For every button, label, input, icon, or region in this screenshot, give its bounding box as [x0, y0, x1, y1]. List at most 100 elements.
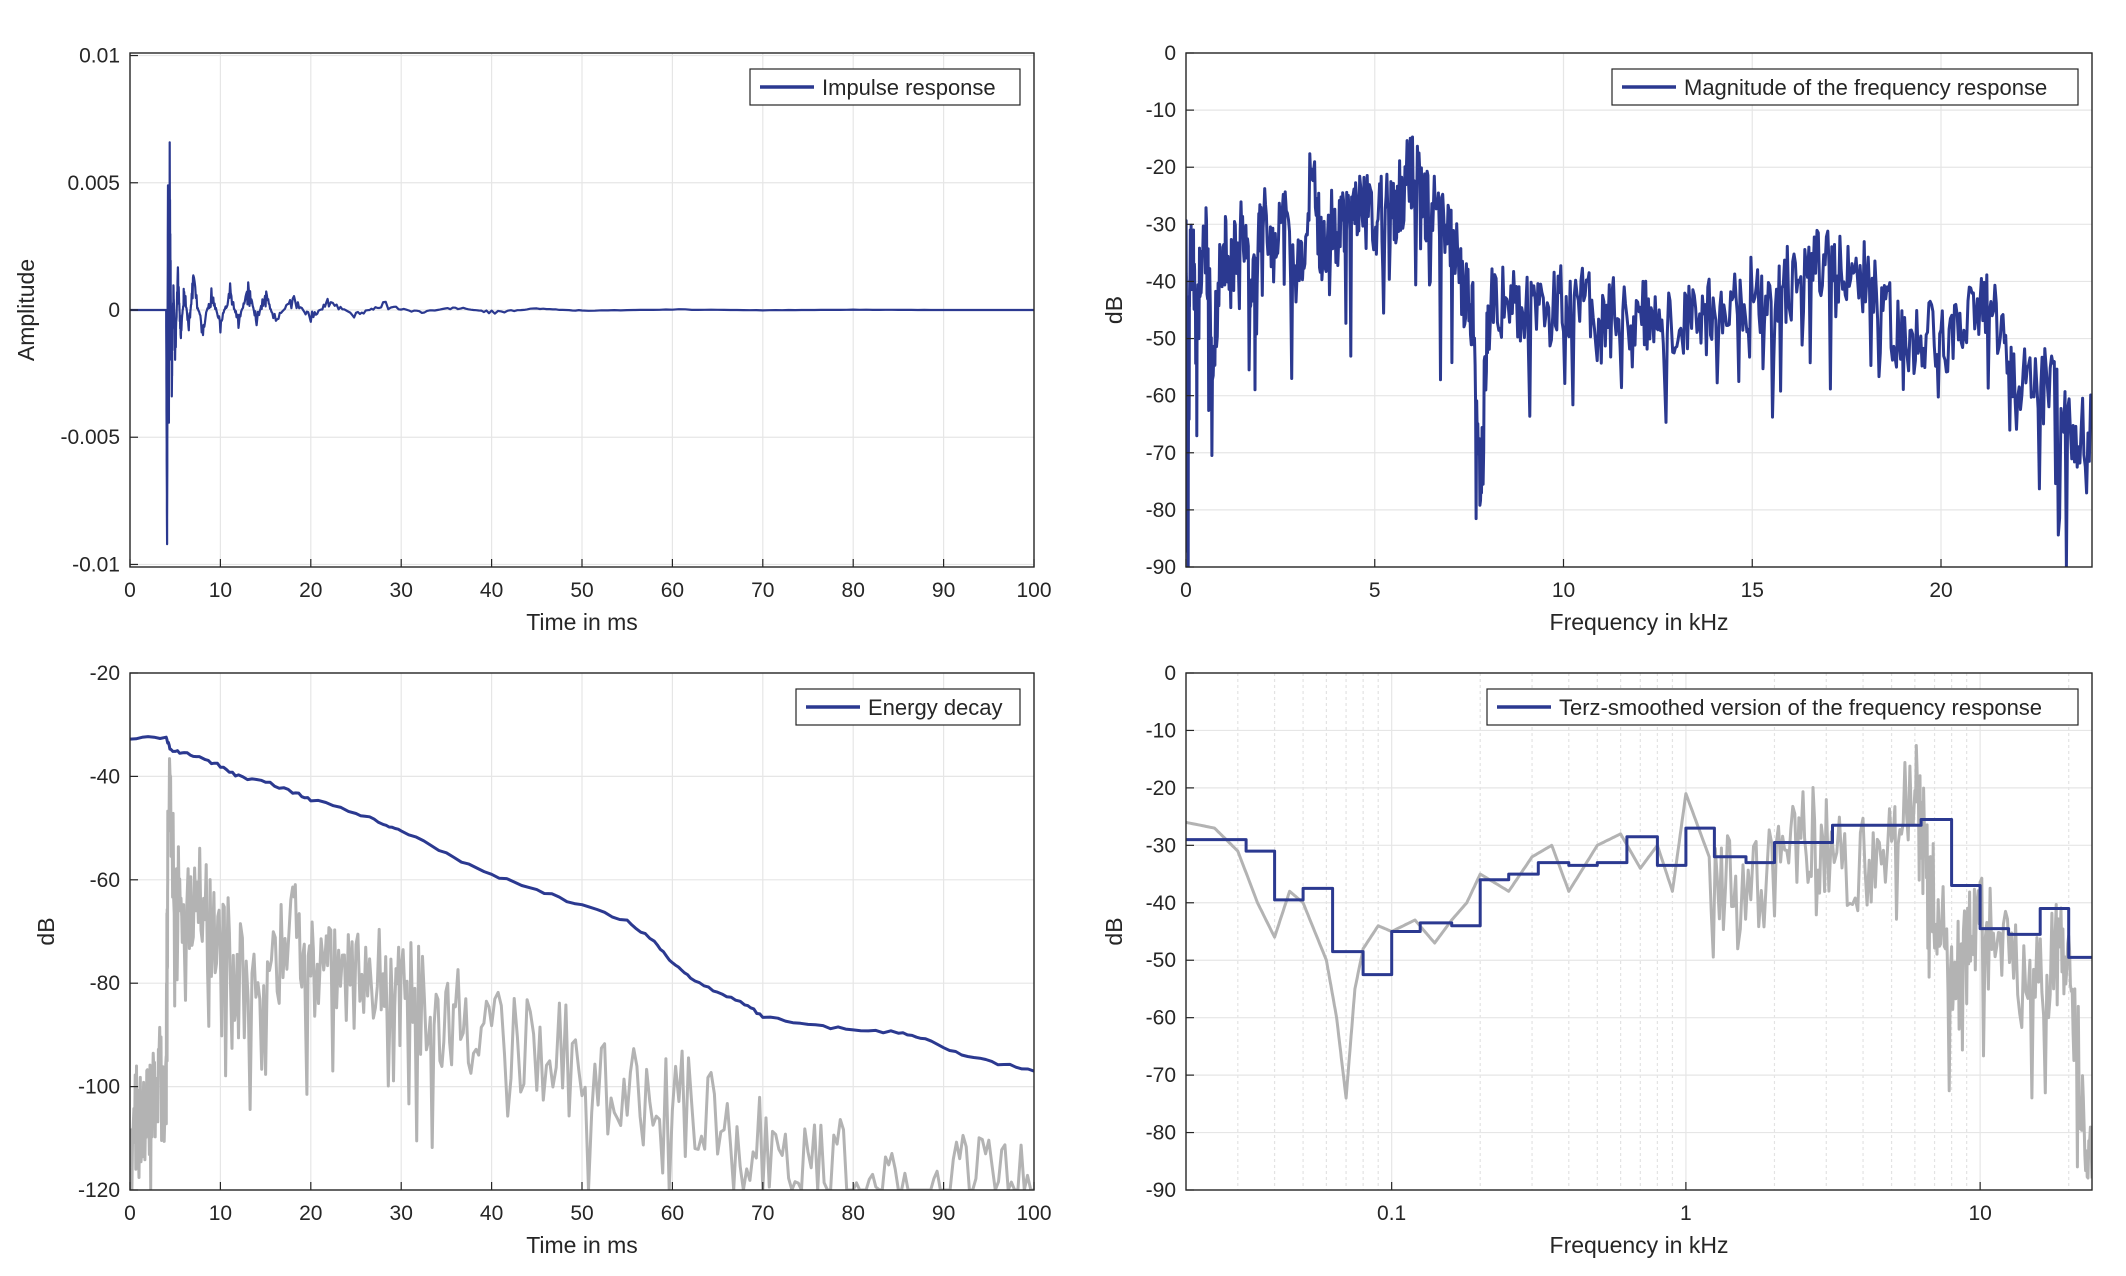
impulse-series-line-0	[130, 141, 1034, 546]
energy-series	[130, 735, 1034, 1190]
energy-xtick-label-1: 10	[209, 1202, 232, 1225]
impulse-xtick-label-9: 90	[932, 579, 955, 602]
energy-ytick-label-3: -80	[90, 972, 120, 995]
magnitude-series	[1186, 135, 2092, 567]
impulse-xtick-label-2: 20	[299, 579, 322, 602]
energy-xtick-label-10: 100	[1016, 1202, 1051, 1225]
terz-ytick-label-8: -80	[1146, 1122, 1176, 1145]
impulse-xtick-label-4: 40	[480, 579, 503, 602]
impulse-legend-label: Impulse response	[822, 75, 996, 100]
energy-ytick-label-4: -100	[78, 1076, 120, 1099]
terz-legend-label: Terz-smoothed version of the frequency r…	[1559, 695, 2042, 720]
terz-xtick-label-0: 0.1	[1377, 1202, 1406, 1225]
terz-xtick-label-2: 10	[1968, 1202, 1991, 1225]
energy-xtick-label-0: 0	[124, 1202, 136, 1225]
energy-ytick-label-0: -20	[90, 662, 120, 685]
energy-decay-chart: 0 10 20 30 40 50 60 70 80 90 100 -20 -40 -60 -80 -100 -1…	[33, 662, 1052, 1258]
terz-ytick-label-7: -70	[1146, 1064, 1176, 1087]
terz-ytick-label-6: -60	[1146, 1007, 1176, 1030]
energy-xtick-label-2: 20	[299, 1202, 322, 1225]
impulse-legend: Impulse response	[749, 68, 1021, 106]
terz-plot-area	[1185, 672, 2093, 1191]
magnitude-ytick-label-7: -70	[1146, 442, 1176, 465]
magnitude-xtick-label-2: 10	[1552, 579, 1575, 602]
impulse-response-chart: 0 10 20 30 40 50 60 70 80 90 100 0.01 0.005 0 -0.005 -0…	[13, 45, 1052, 635]
impulse-xtick-label-0: 0	[124, 579, 136, 602]
impulse-ytick-label-3: -0.005	[60, 426, 120, 449]
magnitude-ytick-label-5: -50	[1146, 328, 1176, 351]
terz-ytick-label-1: -10	[1146, 719, 1176, 742]
energy-xtick-label-7: 70	[751, 1202, 774, 1225]
magnitude-legend-label: Magnitude of the frequency response	[1684, 75, 2047, 100]
energy-ticks: 0 10 20 30 40 50 60 70 80 90 100 -20 -40 -60 -80 -100 -1…	[78, 662, 1052, 1225]
energy-xtick-label-6: 60	[661, 1202, 684, 1225]
energy-ytick-label-5: -120	[78, 1179, 120, 1202]
terz-legend: Terz-smoothed version of the frequency r…	[1486, 688, 2079, 726]
impulse-xtick-label-3: 30	[390, 579, 413, 602]
magnitude-xtick-label-4: 20	[1929, 579, 1952, 602]
magnitude-ylabel: dB	[1101, 296, 1127, 324]
impulse-xlabel: Time in ms	[526, 609, 638, 635]
magnitude-ytick-label-9: -90	[1146, 556, 1176, 579]
energy-ytick-label-2: -60	[90, 869, 120, 892]
impulse-ticks: 0 10 20 30 40 50 60 70 80 90 100 0.01 0.005 0 -0.005 -0…	[60, 45, 1051, 602]
magnitude-xtick-label-3: 15	[1741, 579, 1764, 602]
energy-legend-label: Energy decay	[868, 695, 1003, 720]
energy-xtick-label-5: 50	[570, 1202, 593, 1225]
impulse-xtick-label-6: 60	[661, 579, 684, 602]
impulse-series	[130, 141, 1034, 546]
impulse-xtick-label-7: 70	[751, 579, 774, 602]
magnitude-xlabel: Frequency in kHz	[1550, 609, 1729, 635]
terz-ytick-label-3: -30	[1146, 834, 1176, 857]
magnitude-ytick-label-6: -60	[1146, 385, 1176, 408]
terz-ytick-label-9: -90	[1146, 1179, 1176, 1202]
magnitude-xtick-label-1: 5	[1369, 579, 1381, 602]
energy-series-line-0	[130, 757, 1034, 1190]
terz-ytick-label-4: -40	[1146, 892, 1176, 915]
terz-ytick-label-5: -50	[1146, 949, 1176, 972]
energy-ytick-label-1: -40	[90, 765, 120, 788]
energy-ylabel: dB	[33, 917, 59, 945]
energy-xtick-label-4: 40	[480, 1202, 503, 1225]
terz-xtick-label-1: 1	[1680, 1202, 1692, 1225]
magnitude-ticks: 0 5 10 15 20 0 -10 -20 -30 -40 -50 -60 -70 -80 -90	[1146, 42, 1953, 602]
terz-ytick-label-0: 0	[1164, 662, 1176, 685]
magnitude-plot-area	[1185, 52, 2093, 568]
impulse-xtick-label-5: 50	[570, 579, 593, 602]
terz-series-line-0	[1186, 744, 2092, 1180]
impulse-ytick-label-2: 0	[108, 299, 120, 322]
terz-series-line-1	[1186, 818, 2092, 977]
magnitude-ytick-label-4: -40	[1146, 270, 1176, 293]
magnitude-ytick-label-1: -10	[1146, 99, 1176, 122]
magnitude-ytick-label-3: -30	[1146, 213, 1176, 236]
magnitude-chart: 0 5 10 15 20 0 -10 -20 -30 -40 -50 -60 -70 -80 -90 Fre…	[1101, 42, 2093, 635]
impulse-ylabel: Amplitude	[13, 259, 39, 361]
energy-series-line-1	[130, 735, 1034, 1073]
terz-ylabel: dB	[1101, 917, 1127, 945]
terz-smoothed-chart: 0.1 1 10 0 -10 -20 -30 -40 -50 -60 -70 -80 -90 Frequ…	[1101, 662, 2093, 1258]
impulse-ytick-label-1: 0.005	[67, 172, 120, 195]
impulse-ytick-label-0: 0.01	[79, 45, 120, 68]
energy-xtick-label-3: 30	[390, 1202, 413, 1225]
terz-series	[1186, 744, 2092, 1180]
magnitude-ytick-label-0: 0	[1164, 42, 1176, 65]
magnitude-ytick-label-2: -20	[1146, 156, 1176, 179]
magnitude-xtick-label-0: 0	[1180, 579, 1192, 602]
energy-legend: Energy decay	[795, 688, 1021, 726]
terz-ytick-label-2: -20	[1146, 777, 1176, 800]
impulse-xtick-label-8: 80	[842, 579, 865, 602]
magnitude-ytick-label-8: -80	[1146, 499, 1176, 522]
magnitude-legend-box	[1611, 68, 2079, 106]
magnitude-legend: Magnitude of the frequency response	[1611, 68, 2079, 106]
magnitude-series-line-0	[1186, 135, 2092, 567]
energy-xtick-label-8: 80	[842, 1202, 865, 1225]
impulse-ytick-label-4: -0.01	[72, 553, 120, 576]
terz-ticks: 0.1 1 10 0 -10 -20 -30 -40 -50 -60 -70 -80 -90	[1146, 662, 1992, 1225]
terz-xlabel: Frequency in kHz	[1550, 1232, 1729, 1258]
impulse-xtick-label-10: 100	[1016, 579, 1051, 602]
impulse-xtick-label-1: 10	[209, 579, 232, 602]
energy-xlabel: Time in ms	[526, 1232, 638, 1258]
energy-xtick-label-9: 90	[932, 1202, 955, 1225]
terz-legend-box	[1486, 688, 2079, 726]
